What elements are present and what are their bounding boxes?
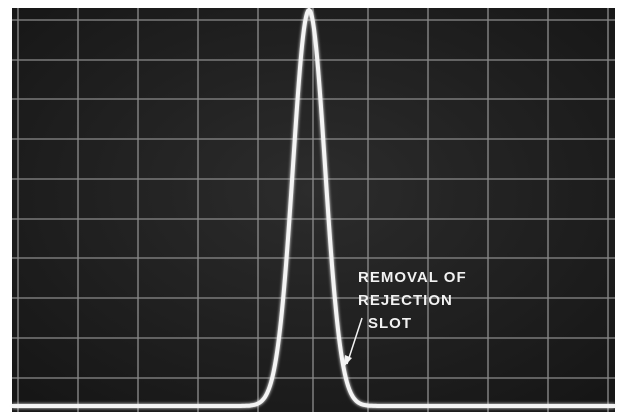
annotation: REMOVAL OF REJECTION SLOT xyxy=(343,269,467,368)
pulse-trace xyxy=(12,7,615,408)
annotation-line: REMOVAL OF xyxy=(358,269,467,286)
annotation-line: SLOT xyxy=(368,315,412,332)
annotation-line: REJECTION xyxy=(358,292,453,309)
annotation-arrow xyxy=(346,317,363,365)
arrow-head xyxy=(343,355,352,368)
